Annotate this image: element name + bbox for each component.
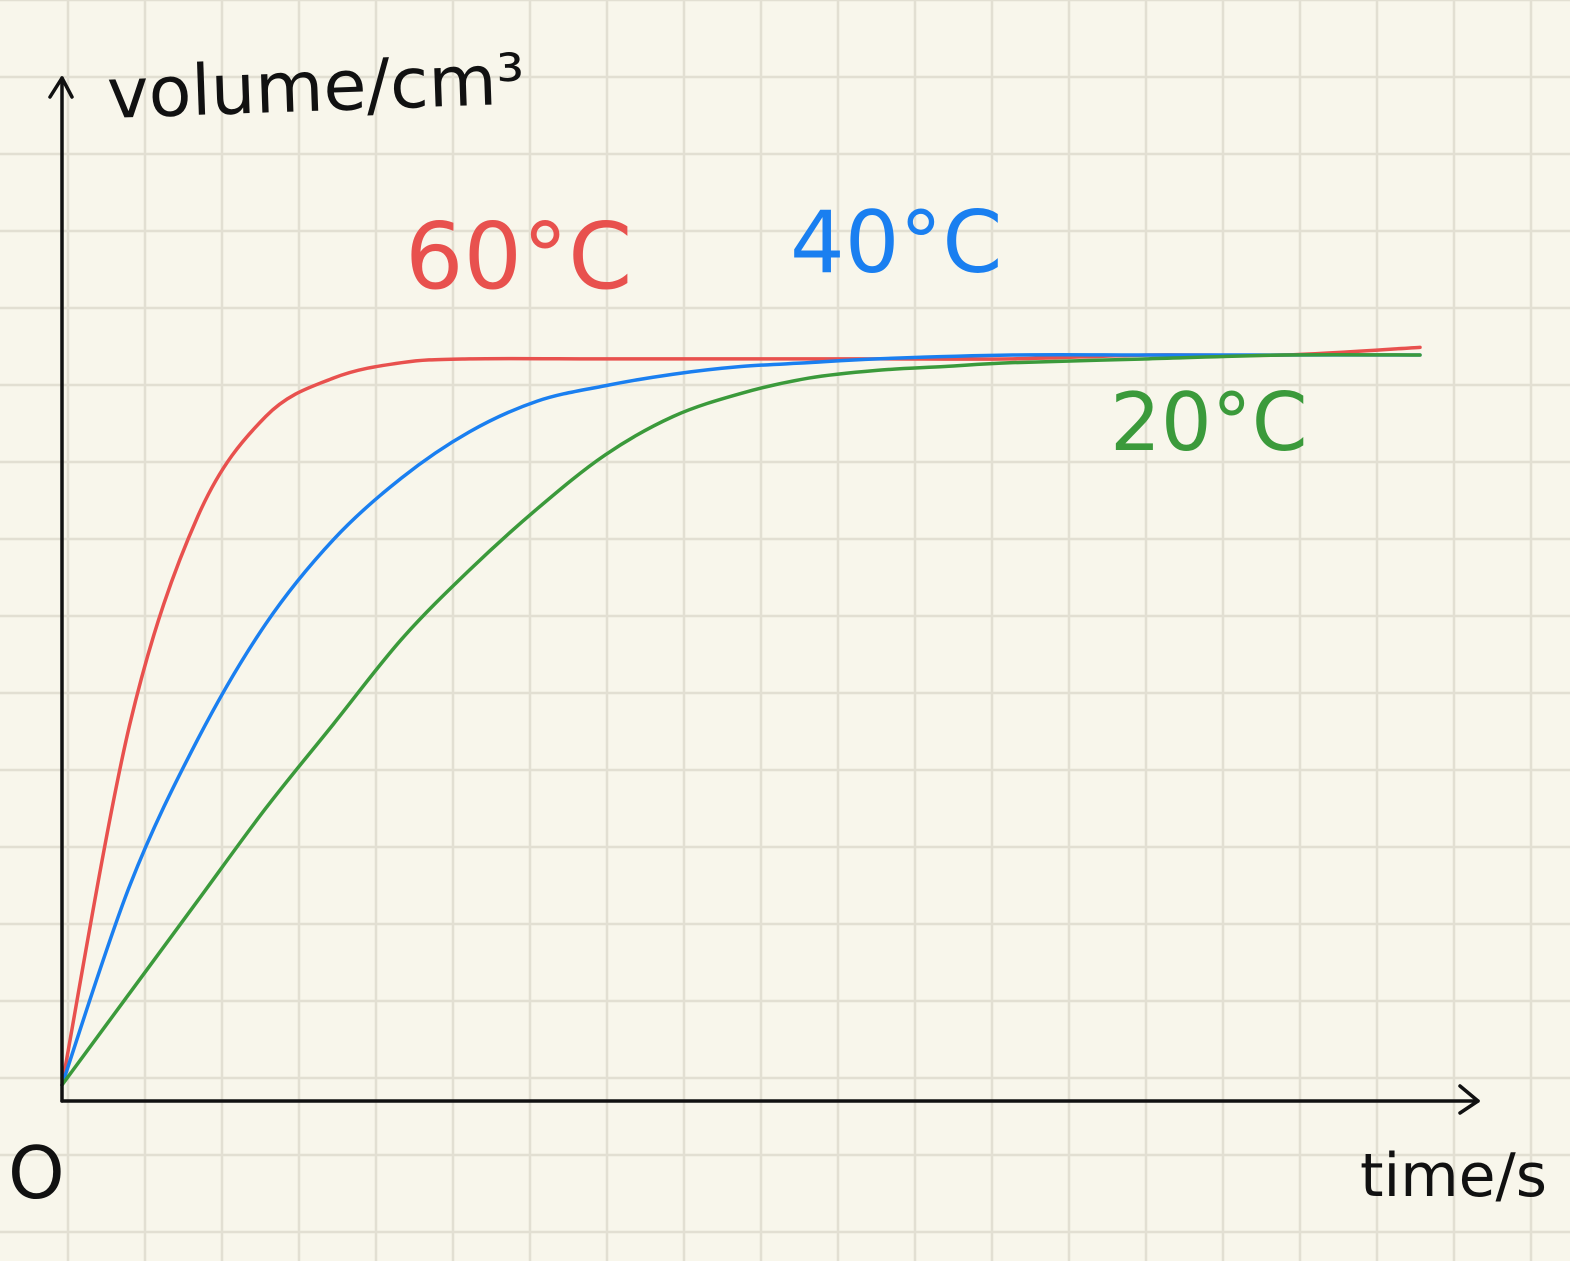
series-line-40c: [60, 352, 1422, 1087]
axes: [48, 76, 1480, 1115]
series-label-40c: 40°C: [790, 193, 1002, 293]
series-label-20c: 20°C: [1110, 376, 1308, 469]
x-axis-arrow-icon: [1458, 1084, 1480, 1115]
x-axis-label: time/s: [1360, 1141, 1547, 1211]
y-axis-label: volume/cm³: [106, 38, 526, 135]
origin-label: O: [8, 1131, 65, 1215]
series-line-20c: [60, 352, 1422, 1087]
y-axis-arrow-icon: [48, 76, 74, 99]
series-label-60c: 60°C: [405, 203, 632, 310]
series-lines: [60, 345, 1422, 1087]
